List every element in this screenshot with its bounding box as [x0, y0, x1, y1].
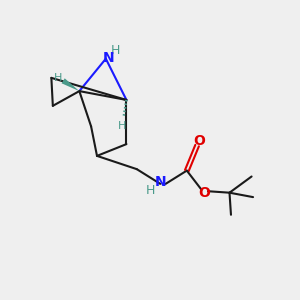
Text: H: H [118, 121, 126, 131]
Text: H: H [54, 74, 62, 83]
Text: H: H [111, 44, 120, 57]
Text: N: N [102, 51, 114, 65]
Polygon shape [61, 78, 79, 91]
Text: O: O [199, 186, 210, 200]
Text: N: N [155, 176, 167, 189]
Text: H: H [146, 184, 156, 197]
Text: O: O [194, 134, 206, 148]
